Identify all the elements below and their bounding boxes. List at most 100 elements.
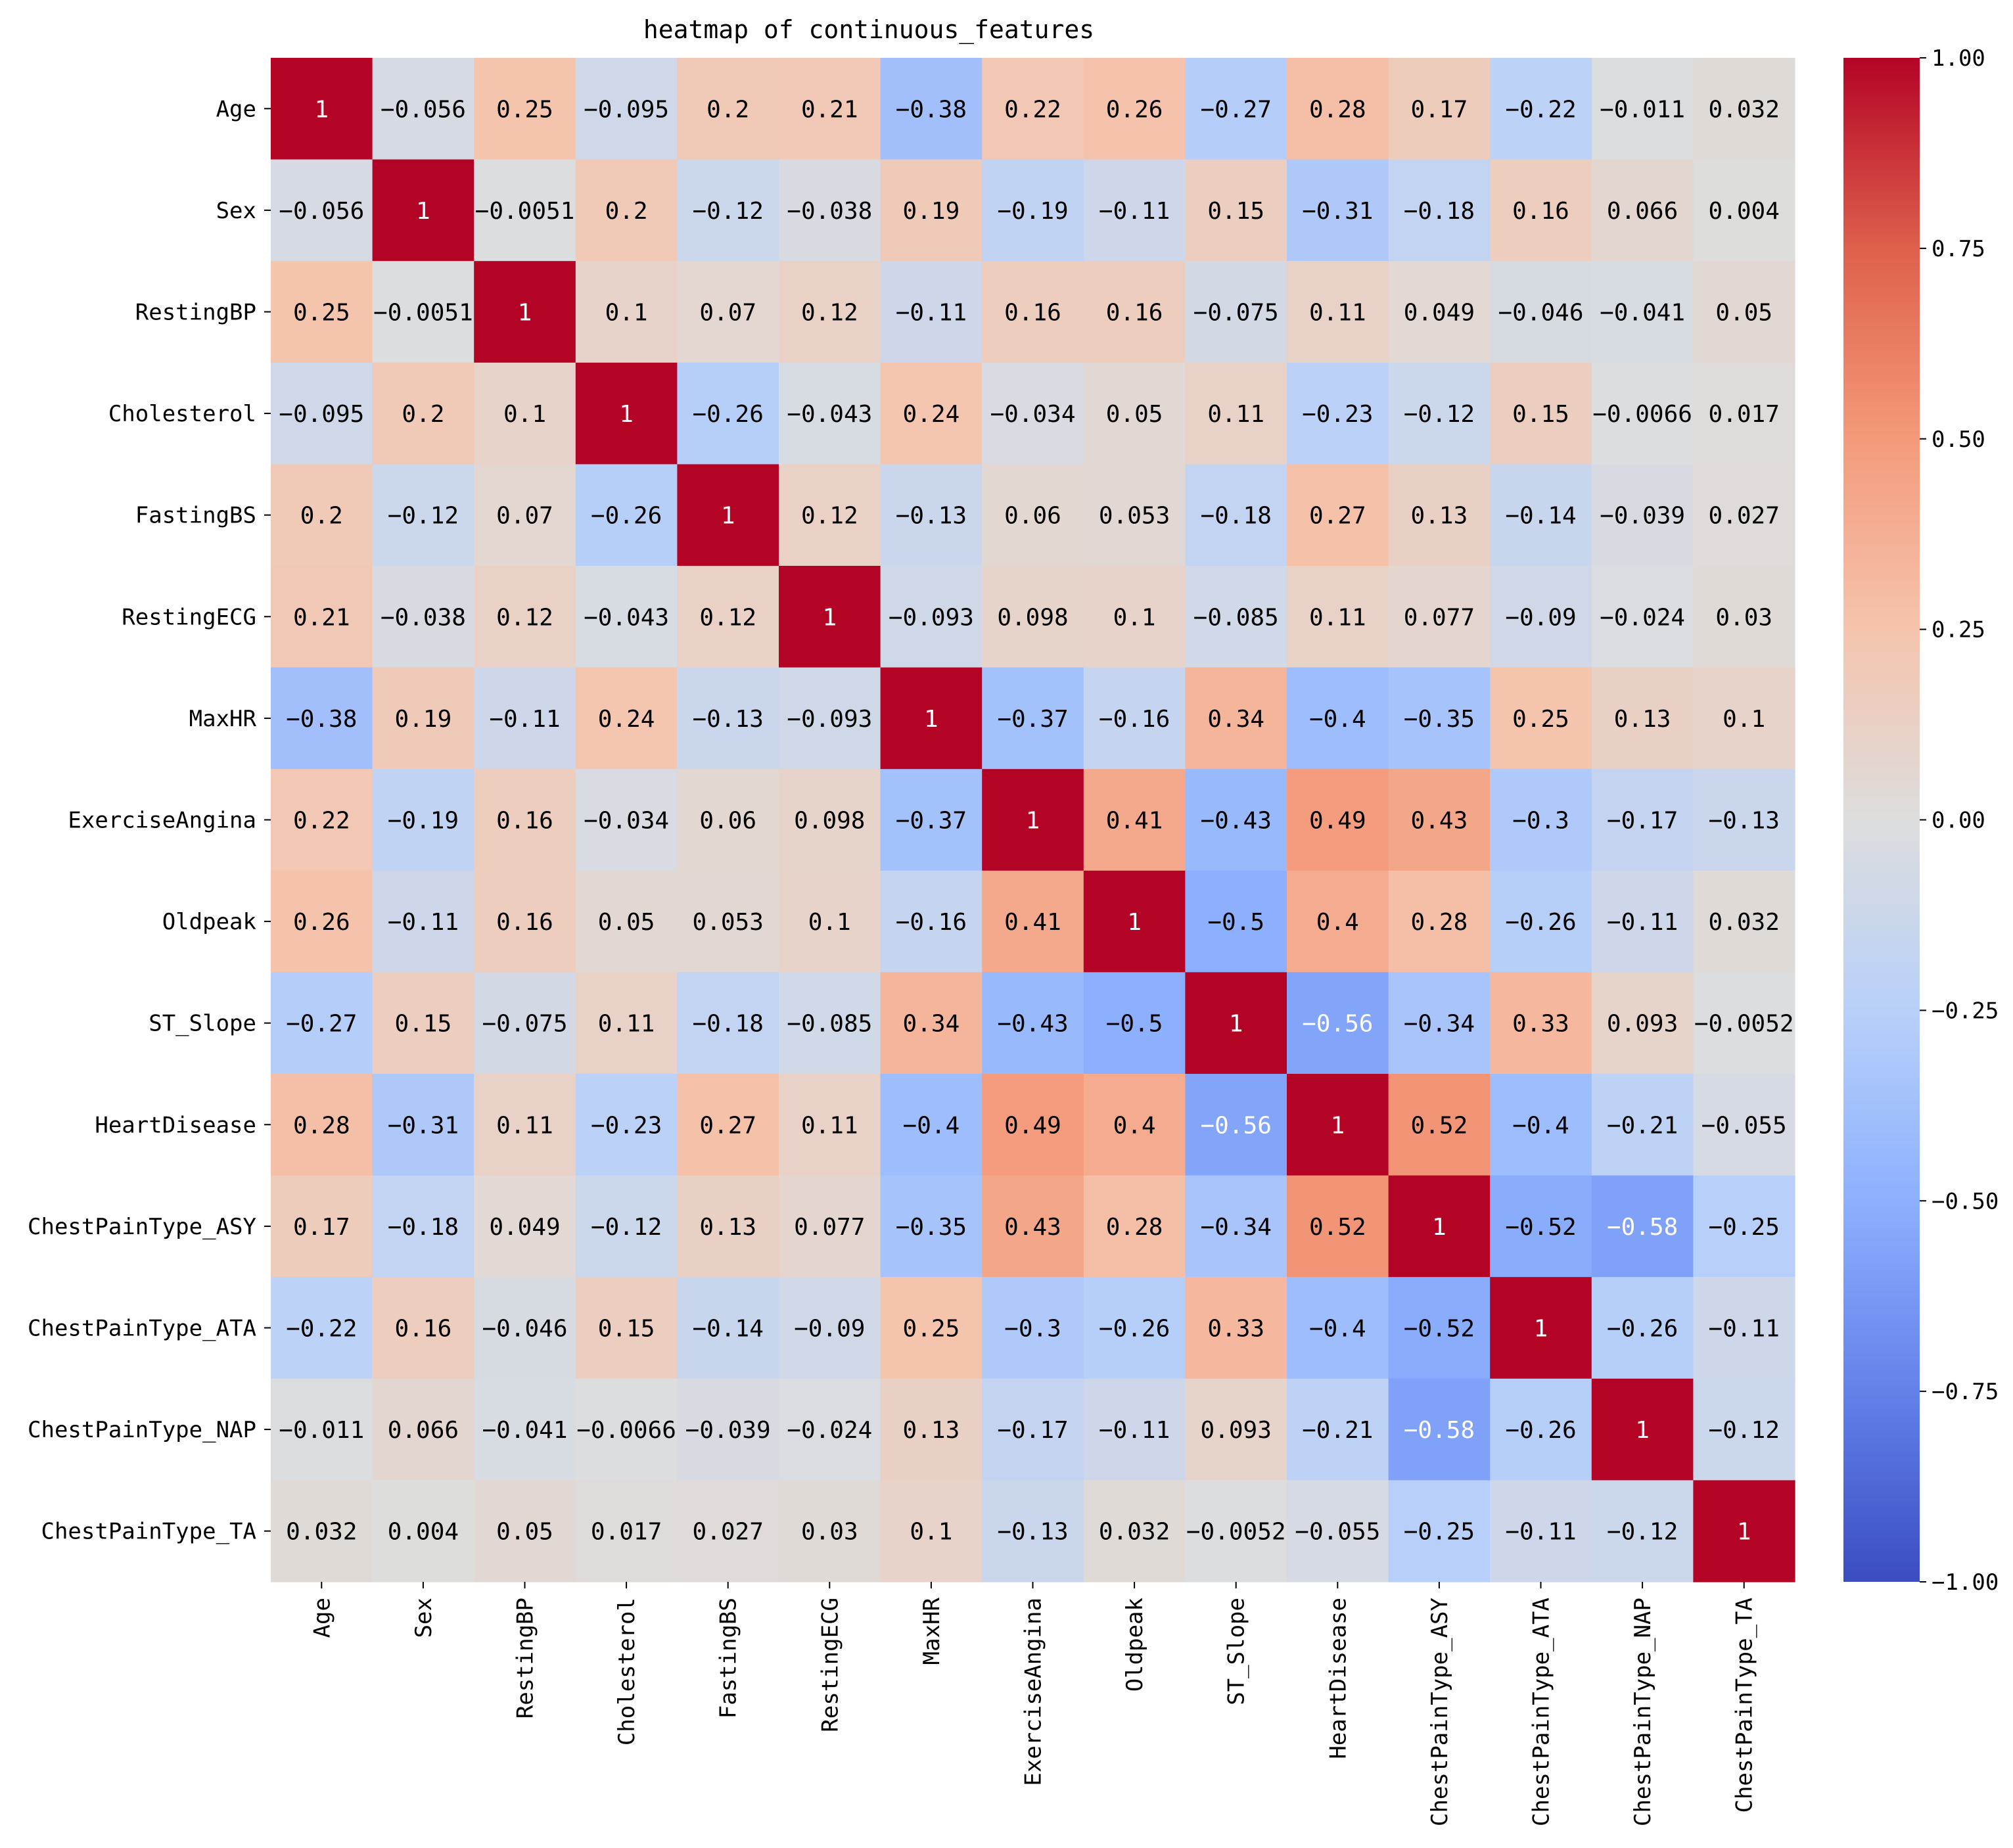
cell-value-label: 0.15 xyxy=(1207,198,1264,225)
cell-annotations: 1 −0.056 0.25 −0.095 0.2 0.21 −0.38 0.22 0.26 −0.… xyxy=(279,96,1793,1545)
heatmap-cell xyxy=(1287,667,1389,770)
cell-value-label: 0.52 xyxy=(1411,1112,1468,1139)
heatmap-cell xyxy=(1083,870,1186,973)
cell-value-label: 0.017 xyxy=(591,1519,662,1546)
cell-value-label: 0.093 xyxy=(1607,1011,1678,1038)
heatmap-cell xyxy=(575,667,678,770)
heatmap-cell xyxy=(1490,1480,1592,1582)
heatmap-cell xyxy=(1490,1378,1592,1481)
heatmap-cell xyxy=(880,769,983,871)
heatmap-cell xyxy=(372,870,474,973)
y-tick-label: ChestPainType_ATA xyxy=(28,1316,256,1342)
cell-value-label: 0.11 xyxy=(1309,604,1366,631)
cell-value-label: 0.25 xyxy=(496,96,553,123)
heatmap-cell xyxy=(1287,464,1389,566)
heatmap-cell xyxy=(677,1175,779,1278)
cell-value-label: −0.055 xyxy=(1701,1112,1787,1139)
heatmap-cell xyxy=(880,667,983,770)
heatmap-cell xyxy=(271,972,373,1074)
heatmap-cell xyxy=(372,464,474,566)
heatmap-cell xyxy=(1693,1480,1795,1582)
cell-value-label: 0.17 xyxy=(1411,96,1468,123)
heatmap-cell xyxy=(1083,1480,1186,1582)
heatmap-cell xyxy=(271,1480,373,1582)
x-tick-label: ChestPainType_NAP xyxy=(1630,1598,1656,1826)
heatmap-cell xyxy=(372,1175,474,1278)
cell-value-label: 0.2 xyxy=(605,198,648,225)
cell-value-label: 0.12 xyxy=(801,300,858,327)
heatmap-cell xyxy=(1083,261,1186,363)
heatmap-cell xyxy=(1591,1175,1694,1278)
colorbar-tick-label: 0.00 xyxy=(1932,808,1985,834)
cell-value-label: 1 xyxy=(416,198,430,225)
heatmap-cell xyxy=(982,566,1084,668)
cell-value-label: −0.19 xyxy=(388,808,459,835)
cell-value-label: 0.06 xyxy=(1004,503,1061,530)
cell-value-label: −0.043 xyxy=(787,401,872,428)
heatmap-cell xyxy=(677,362,779,465)
cell-value-label: −0.4 xyxy=(903,1112,960,1139)
cell-value-label: −0.16 xyxy=(1099,706,1170,733)
cell-value-label: −0.075 xyxy=(482,1011,567,1038)
heatmap-cell xyxy=(372,362,474,465)
cell-value-label: 0.26 xyxy=(1106,96,1163,123)
y-tick-label: Oldpeak xyxy=(162,909,256,935)
heatmap-cell xyxy=(1388,1074,1491,1176)
heatmap-cell xyxy=(880,870,983,973)
heatmap-cell xyxy=(1591,1074,1694,1176)
cell-value-label: 0.49 xyxy=(1309,808,1366,835)
heatmap-cell xyxy=(982,1378,1084,1481)
cell-value-label: 0.053 xyxy=(693,909,764,936)
cell-value-label: −0.095 xyxy=(584,96,669,123)
cell-value-label: 1 xyxy=(619,401,634,428)
heatmap-cell xyxy=(1388,769,1491,871)
cell-value-label: −0.11 xyxy=(1607,909,1678,936)
heatmap-cell xyxy=(1083,362,1186,465)
cell-value-label: −0.27 xyxy=(286,1011,357,1038)
heatmap-cell xyxy=(271,464,373,566)
cell-value-label: −0.56 xyxy=(1201,1112,1272,1139)
heatmap-cell xyxy=(575,362,678,465)
heatmap-cell xyxy=(1693,261,1795,363)
x-tick-label: RestingBP xyxy=(513,1598,539,1719)
cell-value-label: 0.4 xyxy=(1113,1112,1156,1139)
cell-value-label: −0.056 xyxy=(381,96,466,123)
colorbar-tick-label: 0.50 xyxy=(1932,427,1985,453)
y-tick-label: RestingECG xyxy=(122,604,256,630)
cell-value-label: 1 xyxy=(822,604,837,631)
cell-value-label: −0.085 xyxy=(1193,604,1279,631)
cell-value-label: 0.16 xyxy=(1512,198,1569,225)
heatmap-cell xyxy=(1591,261,1694,363)
heatmap-cell xyxy=(779,566,881,668)
cell-value-label: 0.03 xyxy=(1715,604,1772,631)
y-axis: Age Sex RestingBP Cholesterol FastingBS Resti… xyxy=(28,96,271,1545)
heatmap-cell xyxy=(1287,362,1389,465)
cell-value-label: 0.03 xyxy=(801,1519,858,1546)
cell-value-label: −0.27 xyxy=(1201,96,1272,123)
cell-value-label: 1 xyxy=(924,706,938,733)
colorbar: 1.00 0.75 0.50 0.25 0.00 −0.25 −0.50 −0.75 −1.00 xyxy=(1843,45,1999,1596)
heatmap-cell xyxy=(1388,1175,1491,1278)
heatmap-cell xyxy=(880,1378,983,1481)
heatmap-cell xyxy=(779,667,881,770)
heatmap-cell xyxy=(1083,1175,1186,1278)
cell-value-label: 1 xyxy=(1127,909,1142,936)
cell-value-label: −0.58 xyxy=(1607,1214,1678,1241)
heatmap-cell xyxy=(1490,769,1592,871)
heatmap-cell xyxy=(982,1074,1084,1176)
cell-value-label: 0.28 xyxy=(1309,96,1366,123)
heatmap-cell xyxy=(1185,1277,1287,1379)
cell-value-label: 0.21 xyxy=(801,96,858,123)
cell-value-label: −0.039 xyxy=(685,1417,771,1444)
cell-value-label: −0.13 xyxy=(693,706,764,733)
cell-value-label: −0.5 xyxy=(1106,1011,1163,1038)
cell-value-label: −0.041 xyxy=(1600,300,1685,327)
cell-value-label: −0.085 xyxy=(787,1011,872,1038)
heatmap-cell xyxy=(1693,972,1795,1074)
heatmap-cell xyxy=(1591,769,1694,871)
heatmap-cell xyxy=(1185,769,1287,871)
cell-value-label: −0.21 xyxy=(1302,1417,1373,1444)
heatmap-cell xyxy=(982,1277,1084,1379)
heatmap-cell xyxy=(779,1277,881,1379)
cell-value-label: 0.1 xyxy=(503,401,546,428)
